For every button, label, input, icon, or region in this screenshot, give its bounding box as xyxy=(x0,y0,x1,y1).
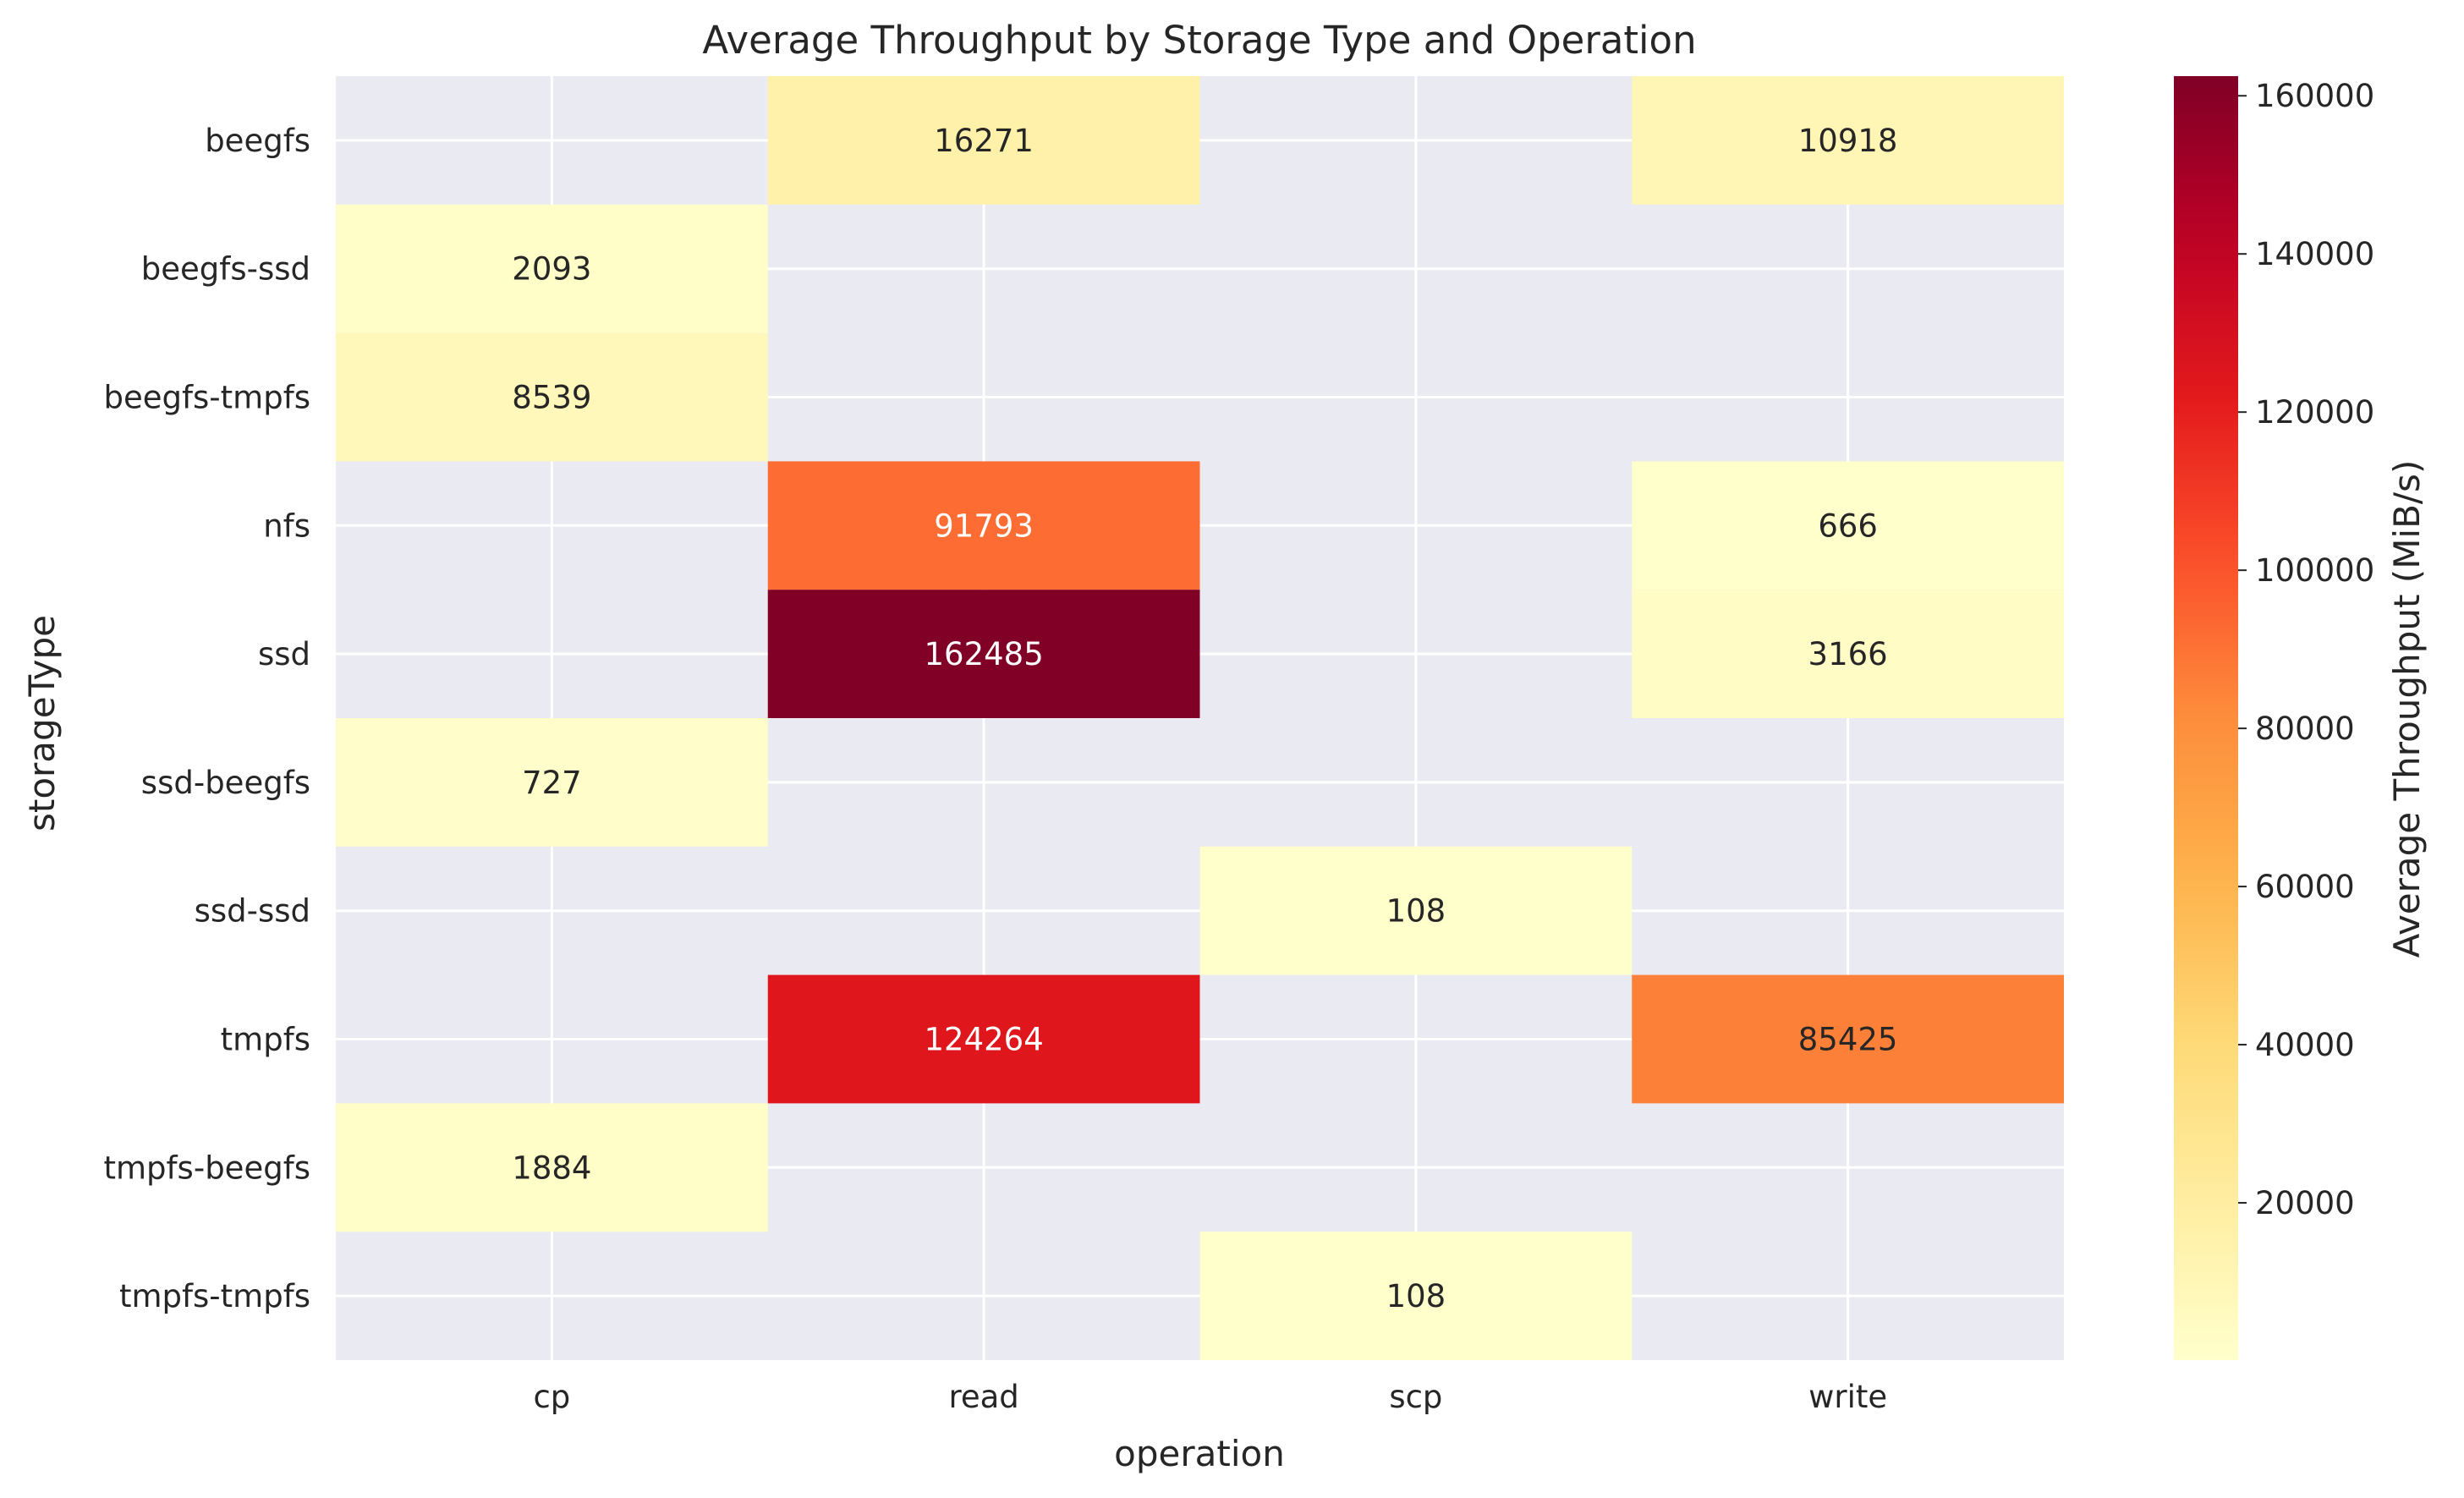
heatmap-cell xyxy=(336,204,768,333)
y-tick-label: ssd xyxy=(258,636,310,672)
cell-value-label: 666 xyxy=(1818,508,1878,544)
cell-value-label: 3166 xyxy=(1808,636,1888,672)
colorbar-tick-label: 120000 xyxy=(2255,394,2374,431)
y-tick-label: beegfs-tmpfs xyxy=(104,380,311,416)
heatmap-cell xyxy=(336,332,768,462)
y-tick-label: beegfs-ssd xyxy=(141,251,310,288)
y-tick-label: nfs xyxy=(263,508,310,544)
colorbar: 20000 40000 60000 80000 100000 120000 140000 16… xyxy=(2174,76,2374,1360)
cell-value-label: 162485 xyxy=(925,636,1044,672)
chart-title: Average Throughput by Storage Type and O… xyxy=(702,18,1696,63)
heatmap-cell xyxy=(1632,76,2064,205)
y-tick-label: ssd-ssd xyxy=(195,893,310,930)
y-tick-label: tmpfs-tmpfs xyxy=(119,1278,310,1314)
colorbar-tick-label: 140000 xyxy=(2255,236,2374,272)
colorbar-tick-label: 80000 xyxy=(2255,711,2355,747)
heatmap-cell xyxy=(1632,590,2064,718)
cell-value-label: 124264 xyxy=(925,1022,1044,1058)
cell-value-label: 10918 xyxy=(1798,123,1898,159)
heatmap-cell xyxy=(1199,846,1633,975)
cell-value-label: 16271 xyxy=(934,123,1034,159)
heatmap-cell xyxy=(767,974,1200,1104)
cell-value-label: 2093 xyxy=(512,251,591,288)
y-axis-label: storageType xyxy=(21,615,63,831)
cell-value-label: 85425 xyxy=(1798,1022,1898,1058)
heatmap-cell xyxy=(336,718,768,847)
cell-value-label: 1884 xyxy=(512,1150,591,1186)
cell-value-label: 108 xyxy=(1386,893,1446,930)
y-tick-label: tmpfs-beegfs xyxy=(104,1150,311,1186)
colorbar-label: Average Throughput (MiB/s) xyxy=(2386,460,2428,958)
colorbar-tick-label: 160000 xyxy=(2255,78,2374,114)
colorbar-tick-label: 60000 xyxy=(2255,869,2355,905)
cell-value-label: 727 xyxy=(522,765,582,801)
heatmap-cell xyxy=(767,76,1200,205)
colorbar-tick-label: 100000 xyxy=(2255,552,2374,589)
x-tick-label: scp xyxy=(1389,1379,1442,1415)
heatmap-cell xyxy=(1199,1232,1633,1360)
cell-value-label: 8539 xyxy=(512,380,591,416)
heatmap-cell xyxy=(767,590,1200,718)
cell-value-label: 91793 xyxy=(934,508,1034,544)
cell-value-label: 108 xyxy=(1386,1278,1446,1314)
x-tick-labels: cp read scp write xyxy=(533,1379,1887,1415)
y-tick-label: ssd-beegfs xyxy=(141,765,310,801)
y-tick-label: tmpfs xyxy=(221,1022,310,1058)
x-tick-label: write xyxy=(1808,1379,1887,1415)
x-tick-label: read xyxy=(948,1379,1018,1415)
heatmap-cell xyxy=(1632,461,2064,590)
colorbar-tick-label: 20000 xyxy=(2255,1185,2355,1221)
heatmap-cells: 16271 10918 2093 8539 91793 666 162485 3166 727 1… xyxy=(336,76,2064,1360)
heatmap-cell xyxy=(336,1103,768,1232)
heatmap-cell xyxy=(767,461,1200,590)
x-axis-label: operation xyxy=(1114,1433,1285,1474)
colorbar-tick-label: 40000 xyxy=(2255,1027,2355,1063)
y-tick-labels: beegfs beegfs-ssd beegfs-tmpfs nfs ssd ssd-be… xyxy=(104,123,311,1314)
heatmap-cell xyxy=(1632,974,2064,1104)
y-tick-label: beegfs xyxy=(205,123,310,159)
colorbar-gradient xyxy=(2174,76,2238,1360)
x-tick-label: cp xyxy=(533,1379,570,1415)
